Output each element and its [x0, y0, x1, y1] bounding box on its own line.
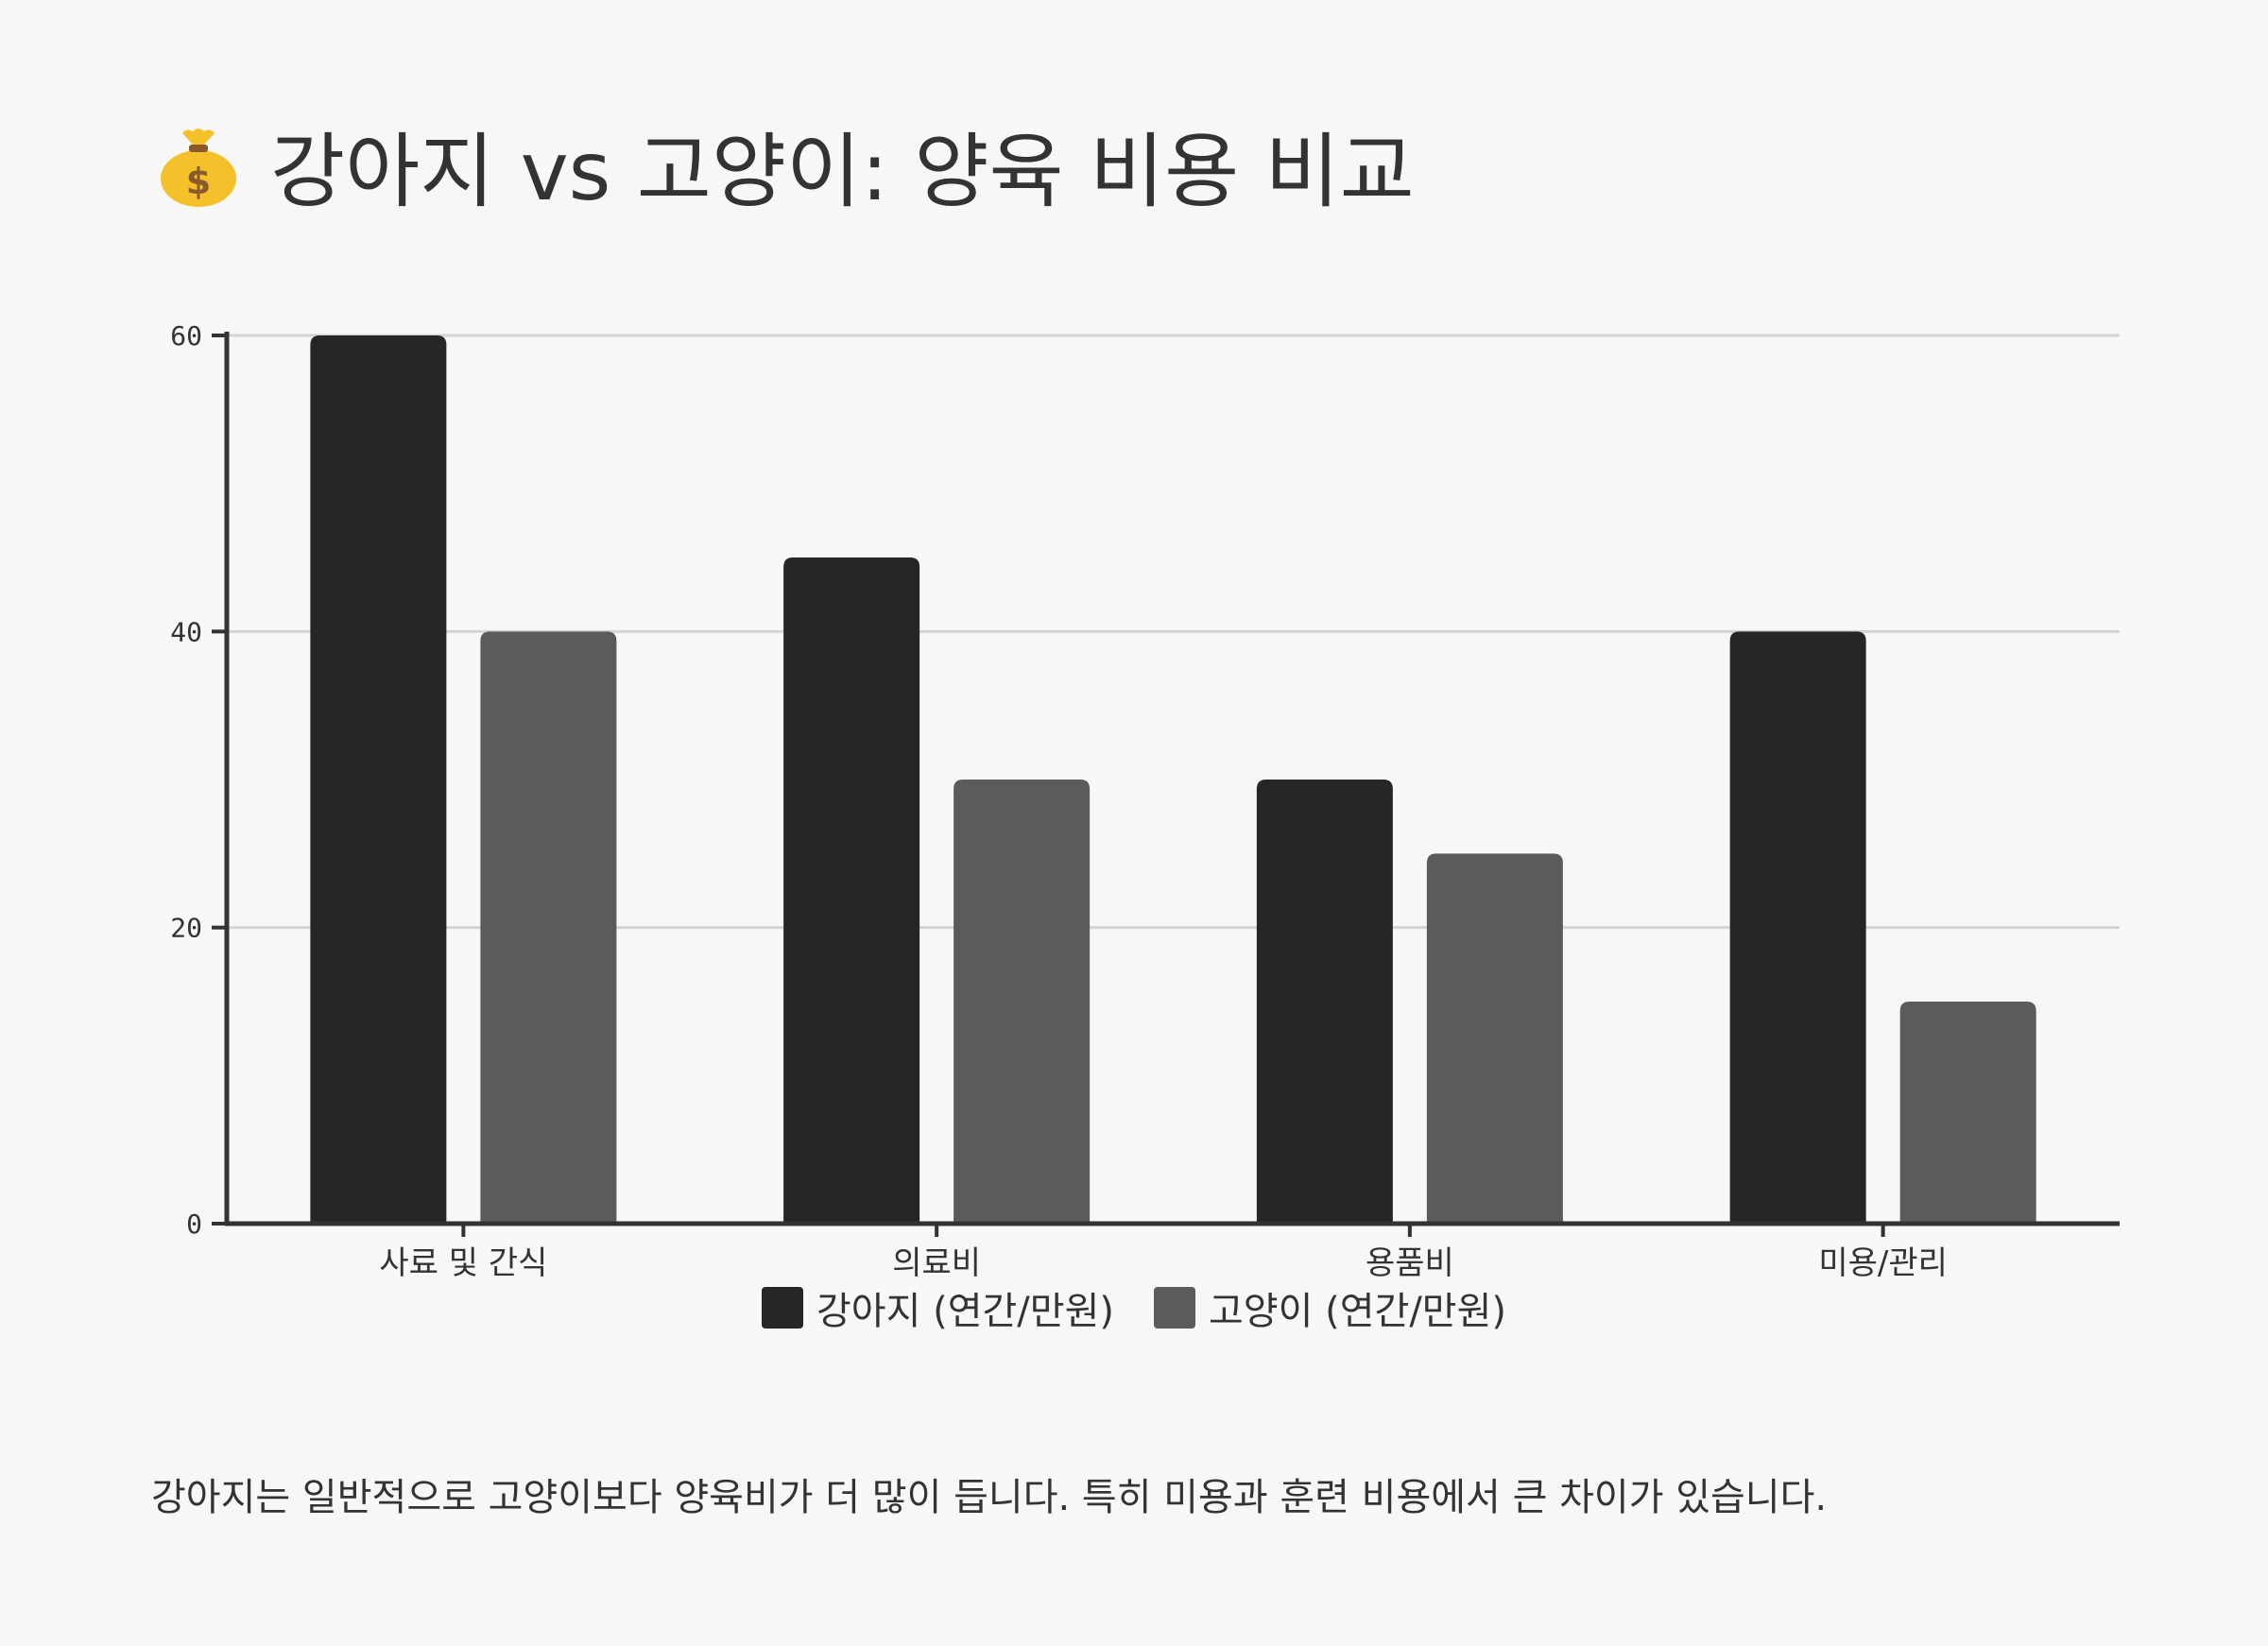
chart-legend: 강아지 (연간/만원) 고양이 (연간/만원) [0, 1280, 2268, 1335]
page-title: 강아지 vs 고양이: 양육 비용 비교 [270, 124, 1415, 219]
legend-item-cat: 고양이 (연간/만원) [1154, 1280, 1506, 1335]
x-tick-label: 미용/관리 [1818, 1244, 1948, 1282]
chart-note: 강아지는 일반적으로 고양이보다 양육비가 더 많이 듭니다. 특히 미용과 훈… [151, 1476, 1828, 1519]
bar-dog [310, 335, 447, 1224]
x-tick-label: 용품비 [1366, 1244, 1454, 1282]
legend-label-cat: 고양이 (연간/만원) [1209, 1290, 1507, 1333]
page-title-row: $ 강아지 vs 고양이: 양육 비용 비교 [151, 111, 1415, 219]
bar-cat [1899, 1002, 2036, 1224]
money-bag-icon: $ [161, 129, 236, 207]
bar-cat [1426, 853, 1563, 1224]
legend-swatch-cat [1154, 1287, 1195, 1329]
bar-dog [1729, 631, 1866, 1224]
bar-cat [480, 631, 617, 1224]
bar-cat [954, 780, 1091, 1224]
bar-dog [1256, 780, 1393, 1224]
legend-swatch-dog [761, 1287, 803, 1329]
y-tick-label: 0 [186, 1209, 202, 1240]
legend-label-dog: 강아지 (연간/만원) [816, 1290, 1114, 1333]
y-tick-label: 40 [170, 616, 202, 647]
bar-dog [783, 557, 920, 1224]
legend-item-dog: 강아지 (연간/만원) [761, 1280, 1114, 1335]
x-tick-label: 의료비 [892, 1244, 981, 1282]
svg-text:$: $ [186, 161, 211, 202]
x-tick-label: 사료 및 간식 [379, 1244, 547, 1282]
y-tick-label: 20 [170, 913, 202, 944]
y-tick-label: 60 [170, 320, 202, 351]
